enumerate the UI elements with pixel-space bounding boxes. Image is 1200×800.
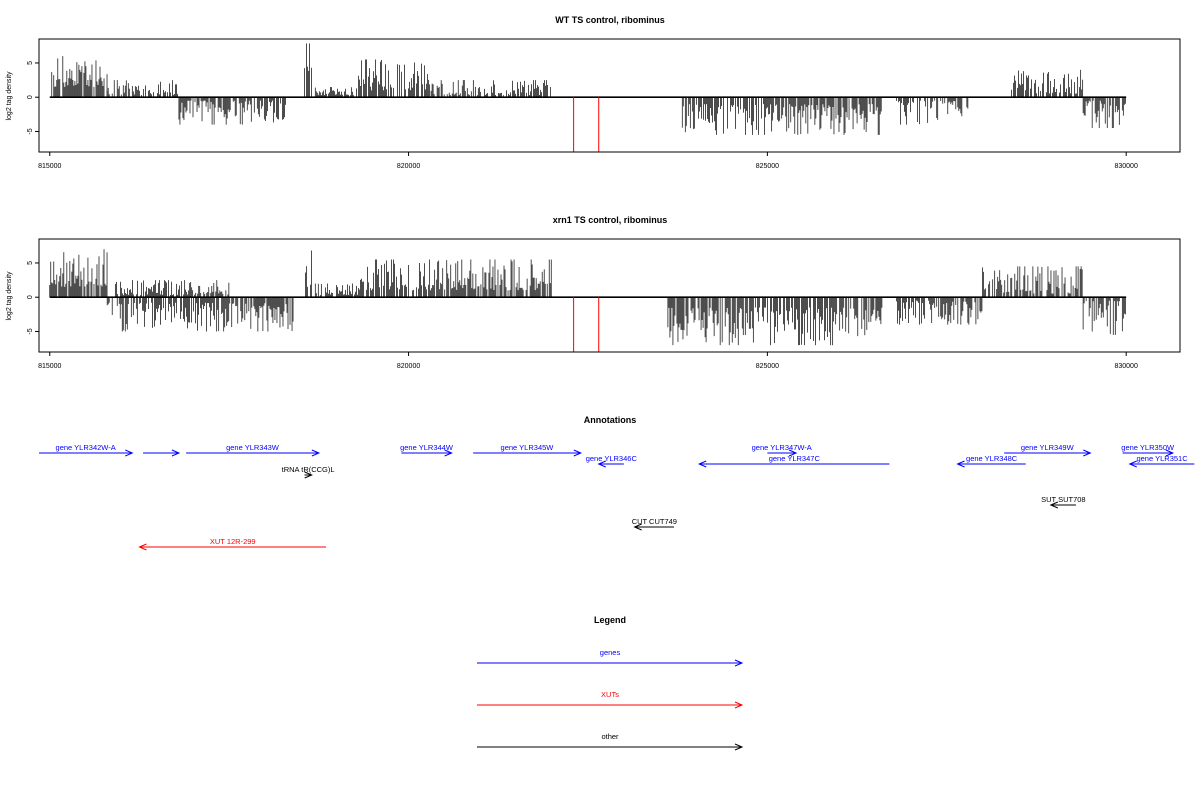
annotation-feature[interactable]: gene YLR346C [586,454,638,468]
legend-item: other [477,732,744,751]
wt-panel-title: WT TS control, ribominus [555,15,665,25]
wt-plot-frame [38,38,1181,153]
annotation-feature[interactable]: tRNA tR(CCG)L [282,465,335,479]
xrn1-panel-title: xrn1 TS control, ribominus [553,215,668,225]
feature-label: CUT CUT749 [632,517,677,526]
feature-label: gene YLR345W [501,443,555,452]
annotation-feature[interactable]: gene YLR350W [1121,443,1175,457]
xrn1-x-tick-label: 815000 [38,363,61,370]
legend-item-label: genes [600,648,621,657]
legend-item-arrowhead [734,659,744,667]
feature-arrowhead [171,449,181,457]
xrn1-plot-frame [38,238,1181,353]
annotation-feature[interactable]: CUT CUT749 [632,517,677,531]
wt-y-tick-label: 5 [27,61,34,65]
xrn1-x-tick-label: 825000 [756,363,779,370]
xrn1-x-tick-label: 820000 [397,363,420,370]
legend-item: XUTs [477,690,744,709]
annotations-panel: Annotations gene YLR342W-A gene YLR343W ge… [39,415,1195,551]
wt-y-tick-label: -5 [27,128,34,134]
annotation-feature[interactable]: gene YLR344W [400,443,454,457]
legend-item-label: XUTs [601,690,619,699]
xrn1-x-tick-label: 830000 [1114,363,1137,370]
xrn1-y-axis-label: log2 tag density [6,271,13,321]
feature-arrowhead [1165,449,1175,457]
xrn1-y-tick-label: -5 [27,328,34,334]
feature-label: gene YLR342W-A [56,443,116,452]
legend-panel: Legend genes XUTs other [477,615,744,751]
wt-axes: 815000 820000 825000 830000 -5 0 5 [27,61,1138,170]
wt-x-tick-label: 815000 [38,163,61,170]
legend-item-arrowhead [734,701,744,709]
feature-arrowhead [956,460,965,468]
annotation-feature[interactable]: SUT SUT708 [1041,495,1086,509]
xrn1-signal-bars [49,249,1127,346]
feature-arrowhead [1128,460,1137,468]
feature-arrowhead [125,449,134,457]
wt-signal-panel: WT TS control, ribominus log2 tag densit… [6,15,1181,170]
feature-arrowhead [788,449,798,457]
feature-arrowhead [697,460,707,468]
feature-arrowhead [633,523,642,531]
xrn1-axes: 815000 820000 825000 830000 -5 0 5 [27,261,1138,370]
feature-arrowhead [304,471,313,479]
annotation-feature[interactable]: gene YLR345W [473,443,583,457]
feature-label: tRNA tR(CCG)L [282,465,335,474]
annotation-feature[interactable]: gene YLR347W-A [752,443,812,457]
annotation-feature[interactable]: gene YLR343W [186,443,321,457]
feature-arrowhead [573,449,583,457]
wt-x-tick-label: 820000 [397,163,420,170]
wt-x-tick-label: 830000 [1114,163,1137,170]
xrn1-y-tick-label: 0 [27,295,34,299]
feature-label: gene YLR344W [400,443,454,452]
annotation-feature[interactable]: gene YLR342W-A [39,443,134,457]
feature-arrowhead [138,543,147,551]
feature-label: gene YLR346C [586,454,638,463]
feature-arrowhead [311,449,321,457]
annotation-feature[interactable]: gene YLR348C [956,454,1026,468]
annotation-feature[interactable]: XUT 12R-299 [138,537,327,551]
xrn1-y-tick-label: 5 [27,261,34,265]
legend-item: genes [477,648,744,667]
wt-marker-lines [573,97,600,152]
annotations-title: Annotations [584,415,637,425]
annotation-feature[interactable]: gene YLR349W [1004,443,1092,457]
wt-signal-bars [49,43,1127,135]
legend-title: Legend [594,615,626,625]
legend-item-label: other [601,732,619,741]
annotation-feature[interactable]: gene YLR347C [697,454,890,468]
feature-label: gene YLR351C [1136,454,1188,463]
annotation-features: gene YLR342W-A gene YLR343W gene YLR344W ge… [39,443,1195,551]
xrn1-marker-lines [573,297,600,352]
feature-label: gene YLR347C [769,454,821,463]
feature-label: XUT 12R-299 [210,537,256,546]
feature-label: gene YLR343W [226,443,280,452]
annotation-feature[interactable]: gene YLR351C [1128,454,1195,468]
feature-label: gene YLR347W-A [752,443,812,452]
feature-label: gene YLR348C [966,454,1018,463]
feature-arrowhead [1049,501,1059,509]
xrn1-signal-panel: xrn1 TS control, ribominus log2 tag dens… [6,215,1181,370]
wt-y-axis-label: log2 tag density [6,71,13,121]
feature-arrowhead [444,449,453,457]
legend-items: genes XUTs other [477,648,744,751]
feature-arrowhead [1083,449,1092,457]
legend-item-arrowhead [734,743,744,751]
feature-label: gene YLR349W [1021,443,1075,452]
annotation-feature[interactable] [143,449,181,457]
feature-label: gene YLR350W [1121,443,1175,452]
feature-arrowhead [597,460,606,468]
wt-y-tick-label: 0 [27,95,34,99]
feature-label: SUT SUT708 [1041,495,1085,504]
wt-x-tick-label: 825000 [756,163,779,170]
